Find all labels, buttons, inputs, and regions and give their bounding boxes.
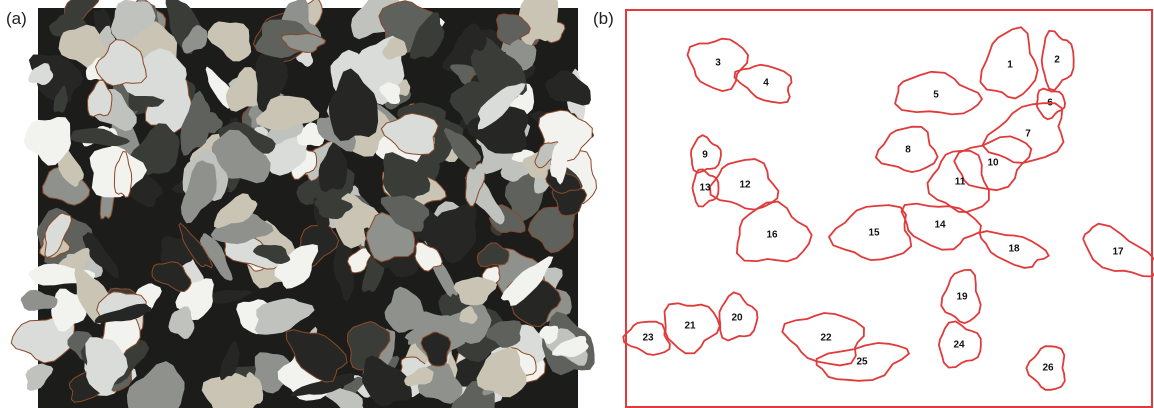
panel-label: (a) [6, 9, 27, 28]
grain-label: 5 [933, 90, 939, 101]
grain-label: 24 [953, 340, 965, 351]
grain-label: 7 [1025, 129, 1031, 140]
grain-label: 3 [715, 58, 721, 69]
grain-label: 13 [699, 183, 711, 194]
page: (a) (b) 12345678910111213141516171819202… [0, 0, 1154, 408]
grain-label: 17 [1112, 247, 1124, 258]
grain-label: 18 [1008, 244, 1020, 255]
grain-label: 16 [766, 230, 778, 241]
grain-label: 2 [1054, 55, 1060, 66]
grain-label: 19 [956, 292, 968, 303]
grain-label: 25 [856, 357, 868, 368]
grain-label: 10 [987, 158, 999, 169]
grain-label: 11 [955, 177, 966, 188]
figure: (a) (b) 12345678910111213141516171819202… [0, 0, 1154, 408]
grain-label: 1 [1007, 60, 1013, 71]
grain-label: 9 [702, 150, 708, 161]
grain-label: 8 [905, 145, 911, 156]
grain-label: 4 [763, 78, 769, 89]
grain-label: 15 [868, 228, 880, 239]
grain-label: 23 [642, 333, 654, 344]
grain-label: 12 [739, 180, 751, 191]
grain-label: 21 [684, 321, 696, 332]
grain-label: 22 [820, 333, 832, 344]
grain-label: 14 [934, 220, 946, 231]
grain-label: 26 [1042, 363, 1054, 374]
grain-label: 20 [731, 313, 743, 324]
panel-label: (b) [593, 9, 614, 28]
